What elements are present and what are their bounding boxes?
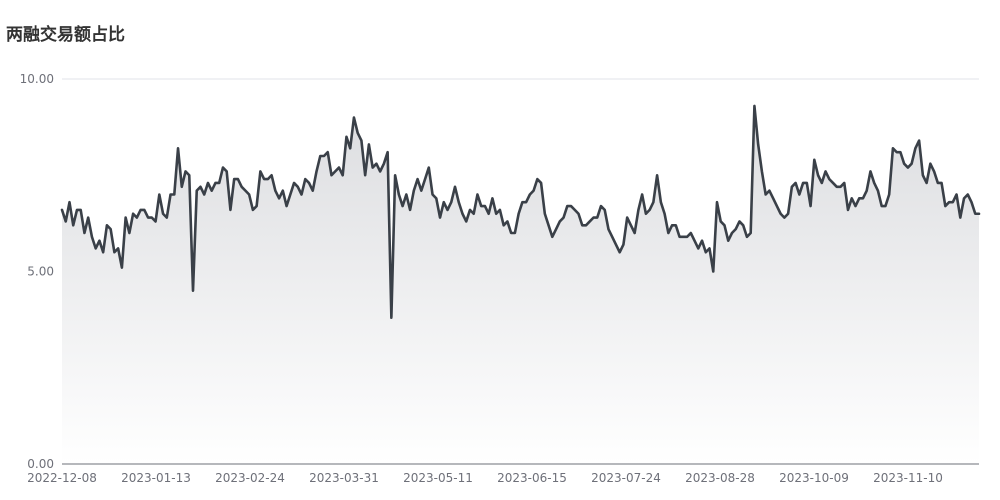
x-tick-label: 2022-12-08 <box>27 471 97 485</box>
y-axis-labels: 0.00 5.00 10.00 <box>20 72 54 471</box>
y-tick-label: 5.00 <box>27 265 54 279</box>
x-tick-label: 2023-06-15 <box>497 471 567 485</box>
x-tick-label: 2023-03-31 <box>309 471 379 485</box>
x-tick-label: 2023-02-24 <box>215 471 285 485</box>
y-tick-label: 10.00 <box>20 72 54 86</box>
y-tick-label: 0.00 <box>27 457 54 471</box>
x-axis-labels: 2022-12-08 2023-01-13 2023-02-24 2023-03-31… <box>27 471 943 485</box>
series-area <box>62 105 979 464</box>
x-tick-label: 2023-10-09 <box>779 471 849 485</box>
x-tick-label: 2023-07-24 <box>591 471 661 485</box>
x-tick-label: 2023-05-11 <box>403 471 473 485</box>
chart-title: 两融交易额占比 <box>6 25 125 45</box>
x-tick-label: 2023-08-28 <box>685 471 755 485</box>
x-tick-label: 2023-11-10 <box>873 471 943 485</box>
x-tick-label: 2023-01-13 <box>121 471 191 485</box>
series-line <box>60 104 981 319</box>
